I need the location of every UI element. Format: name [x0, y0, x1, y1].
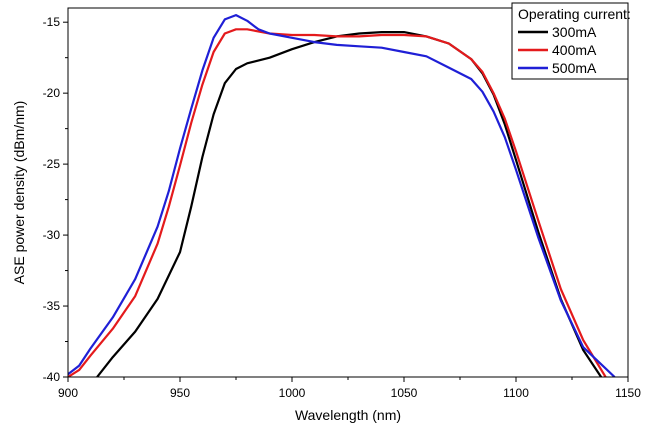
legend: Operating current: 300mA 400mA 500mA — [511, 2, 631, 80]
legend-title: Operating current: — [518, 6, 631, 22]
legend-label-300mA: 300mA — [552, 24, 597, 40]
x-tick-label: 950 — [170, 386, 190, 400]
y-tick-label: -25 — [43, 157, 61, 171]
x-tick-label: 1150 — [615, 386, 641, 400]
x-axis: 900 950 1000 1050 1100 1150 — [58, 377, 641, 400]
x-tick-label: 1000 — [279, 386, 306, 400]
y-tick-label: -35 — [43, 299, 61, 313]
y-axis-title: ASE power density (dBm/nm) — [11, 101, 27, 285]
y-axis: -40 -35 -30 -25 -20 -15 — [43, 15, 68, 384]
y-tick-label: -40 — [43, 370, 61, 384]
legend-items: 300mA 400mA 500mA — [518, 24, 597, 76]
y-tick-label: -30 — [43, 228, 61, 242]
legend-box — [511, 2, 629, 80]
x-tick-label: 1100 — [503, 386, 529, 400]
y-tick-label: -15 — [43, 15, 61, 29]
plot-lines — [68, 14, 616, 377]
legend-label-500mA: 500mA — [552, 60, 597, 76]
legend-label-400mA: 400mA — [552, 42, 597, 58]
x-tick-label: 900 — [58, 386, 78, 400]
y-tick-label: -20 — [43, 86, 61, 100]
x-tick-label: 1050 — [391, 386, 418, 400]
series-line-300mA — [96, 31, 603, 377]
series-line-400mA — [68, 28, 607, 377]
series-line-500mA — [68, 14, 616, 377]
x-axis-title: Wavelength (nm) — [295, 407, 401, 423]
